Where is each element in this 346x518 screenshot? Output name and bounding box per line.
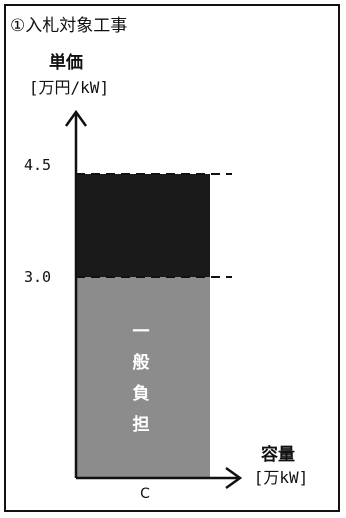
general-burden-char-3: 負 (132, 384, 150, 404)
general-burden-label: 一 般 負 担 (126, 324, 156, 434)
y-axis-unit: [万円/kW] (28, 78, 110, 97)
y-tick-upper: 4.5 (24, 156, 52, 174)
general-burden-char-4: 担 (132, 415, 150, 435)
y-axis-label: 単価 (49, 53, 83, 73)
figure-title: ①入札対象工事 (10, 16, 128, 36)
x-axis-arrow-icon (225, 466, 243, 490)
upper-block (76, 174, 210, 277)
x-axis-label: 容量 (261, 445, 295, 465)
y-tick-lower: 3.0 (24, 268, 52, 286)
general-burden-char-1: 一 (132, 322, 150, 342)
general-burden-char-2: 般 (132, 353, 150, 373)
general-burden-block (76, 277, 210, 477)
x-tick-c: C (140, 486, 150, 502)
y-axis-arrow-icon (64, 109, 88, 127)
x-axis-unit: [万kW] (253, 468, 309, 487)
